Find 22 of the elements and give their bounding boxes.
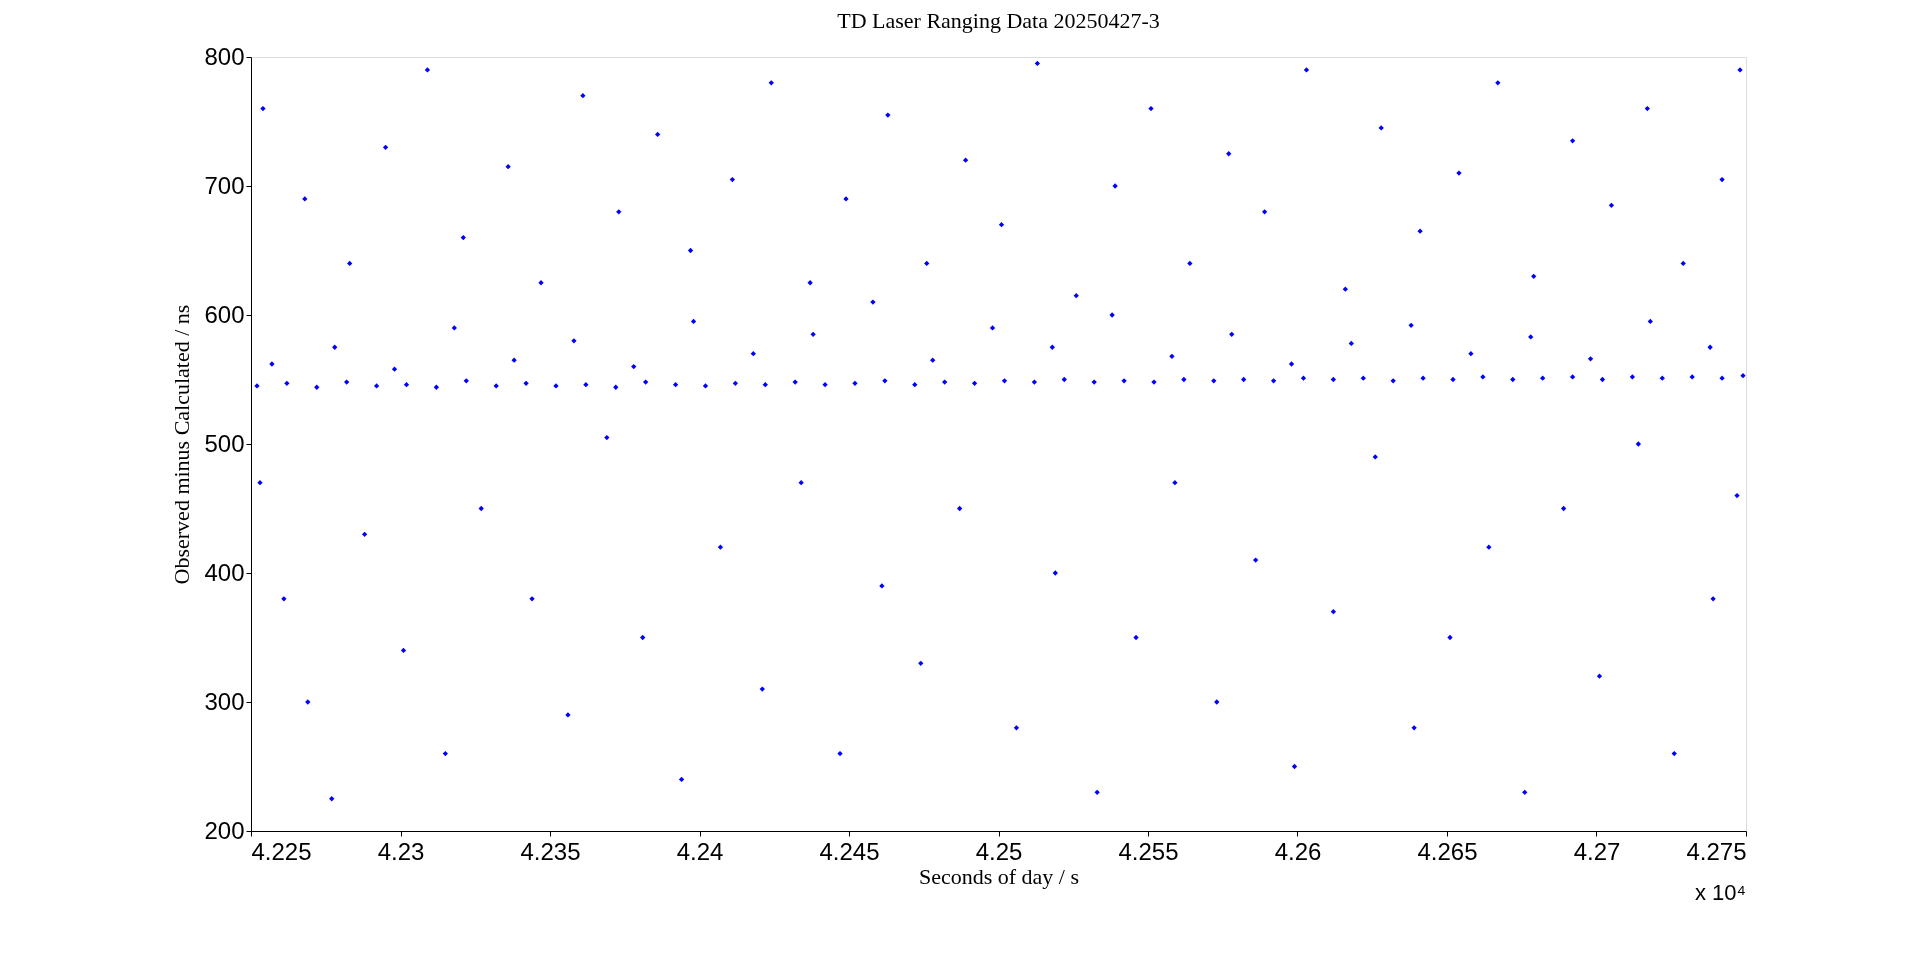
x-tick-label: 4.26 xyxy=(1274,837,1322,865)
y-tick-label: 700 xyxy=(204,171,245,199)
y-tick-label: 800 xyxy=(204,42,245,70)
x-tick-label: 4.225 xyxy=(251,837,312,865)
chart-title: TD Laser Ranging Data 20250427-3 xyxy=(837,8,1160,33)
y-tick-label: 400 xyxy=(204,558,245,586)
x-tick-label: 4.275 xyxy=(1686,837,1747,865)
y-tick-label: 200 xyxy=(204,816,245,844)
x-tick-label: 4.23 xyxy=(377,837,425,865)
x-tick-label: 4.245 xyxy=(819,837,880,865)
x-tick-label: 4.255 xyxy=(1118,837,1179,865)
text: x 10⁴ xyxy=(1694,880,1746,905)
y-axis-title: Observed minus Calculated / ns xyxy=(169,304,195,585)
x-tick-label: 4.24 xyxy=(676,837,724,865)
x-axis-title: Seconds of day / s xyxy=(918,863,1080,889)
x-tick-label: 4.25 xyxy=(975,837,1023,865)
x-tick-label: 4.235 xyxy=(520,837,581,865)
y-tick-label: 500 xyxy=(204,429,245,457)
x-tick-label: 4.27 xyxy=(1573,837,1621,865)
y-tick-label: 300 xyxy=(204,687,245,715)
x-tick-label: 4.265 xyxy=(1417,837,1478,865)
y-tick-label: 600 xyxy=(204,300,245,328)
